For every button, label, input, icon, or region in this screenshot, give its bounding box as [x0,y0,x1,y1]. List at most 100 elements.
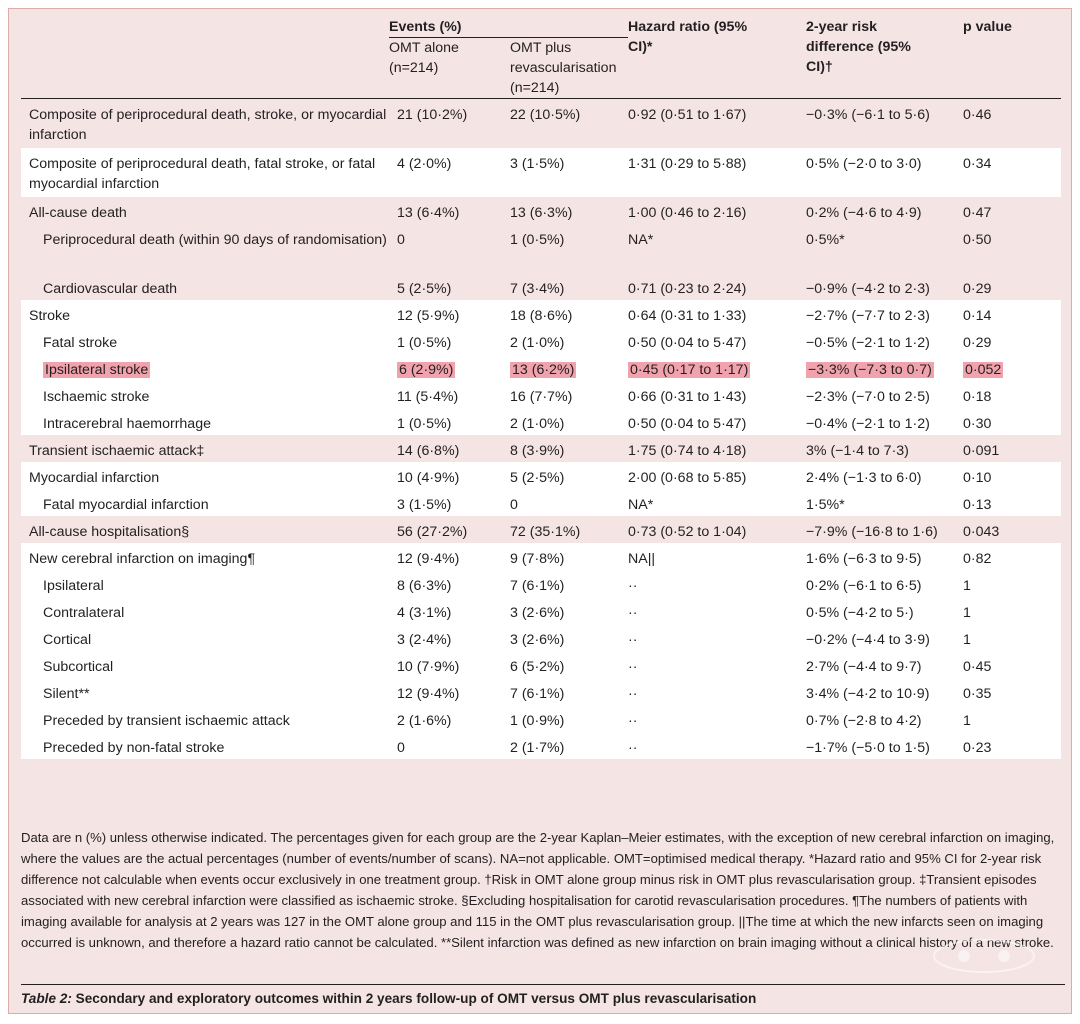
cell-rd: 0·5% (−4·2 to 5·) [788,596,963,624]
cell-label: Transient ischaemic attack‡ [21,434,389,462]
table-row: Composite of periprocedural death, strok… [21,98,1061,148]
table-row: Cardiovascular death 5 (2·5%) 7 (3·4%) 0·71… [21,272,1061,300]
cell-omt: 13 (6·4%) [389,196,502,224]
cell-text: Preceded by non-fatal stroke [43,739,225,756]
cell-omt: 1 (0·5%) [389,407,502,435]
cell-text: 16 (7·7%) [510,388,573,405]
cell-omt: 4 (2·0%) [389,147,502,197]
caption-text: Secondary and exploratory outcomes withi… [75,991,757,1006]
cell-omt: 3 (1·5%) [389,488,502,516]
cell-rd: 0·5%* [788,223,963,273]
cell-text: 0·50 (0·04 to 5·47) [628,334,747,351]
cell-text: 3% (−1·4 to 7·3) [806,442,909,459]
cell-rd: −3·3% (−7·3 to 0·7) [788,353,963,381]
cell-rd: 0·5% (−2·0 to 3·0) [788,147,963,197]
cell-omt: 12 (9·4%) [389,542,502,570]
cell-text: ·· [628,658,638,675]
cell-label: Cardiovascular death [21,272,389,300]
caption-label: Table 2: [21,991,72,1006]
cell-text: 0·14 [963,307,992,324]
cell-label: Cortical [21,623,389,651]
cell-text: 3 (2·4%) [397,631,452,648]
cell-omt: 0 [389,731,502,759]
cell-text: 7 (3·4%) [510,280,565,297]
cell-text: Cardiovascular death [43,280,178,297]
cell-text: 8 (6·3%) [397,577,452,594]
cell-text: ·· [628,604,638,621]
cell-rd: 0·2% (−4·6 to 4·9) [788,196,963,224]
cell-p: 0·47 [963,196,1061,224]
cell-text: Contralateral [43,604,125,621]
cell-text: 1 [963,631,971,648]
cell-text: Intracerebral haemorrhage [43,415,211,432]
cell-hr: 0·66 (0·31 to 1·43) [628,380,788,408]
cell-label: Fatal myocardial infarction [21,488,389,516]
cell-text: 1·6% (−6·3 to 9·5) [806,550,922,567]
cell-text: ·· [628,712,638,729]
cell-text: 12 (9·4%) [397,550,460,567]
cell-text: Ipsilateral [43,577,104,594]
cell-rd: −0·9% (−4·2 to 2·3) [788,272,963,300]
cell-omt: 12 (5·9%) [389,299,502,327]
cell-text: 2 (1·7%) [510,739,565,756]
cell-text: 1·00 (0·46 to 2·16) [628,204,747,221]
cell-plus: 9 (7·8%) [502,542,628,570]
cell-text: Silent** [43,685,90,702]
cell-text: 10 (4·9%) [397,469,460,486]
cell-text: 0·5% (−2·0 to 3·0) [806,155,922,172]
table-row: Transient ischaemic attack‡ 14 (6·8%) 8 (3… [21,434,1061,462]
cell-omt: 8 (6·3%) [389,569,502,597]
table-figure: Events (%) Hazard ratio (95% CI)* 2-year… [8,8,1072,1014]
cell-text: 5 (2·5%) [510,469,565,486]
cell-p: 0·50 [963,223,1061,273]
cell-text: Fatal myocardial infarction [43,496,209,513]
cell-omt: 12 (9·4%) [389,677,502,705]
cell-text: 7 (6·1%) [510,685,565,702]
cell-text: 5 (2·5%) [397,280,452,297]
cell-label: Ipsilateral stroke [21,353,389,381]
cell-plus: 13 (6·3%) [502,196,628,224]
cell-hr: 0·50 (0·04 to 5·47) [628,407,788,435]
cell-text: 0·2% (−6·1 to 6·5) [806,577,922,594]
cell-plus: 6 (5·2%) [502,650,628,678]
cell-hr: NA* [628,223,788,273]
cell-p: 1 [963,596,1061,624]
cell-label: Intracerebral haemorrhage [21,407,389,435]
cell-text: 18 (8·6%) [510,307,573,324]
cell-text: 1·5%* [806,496,845,513]
cell-text: −0·4% (−2·1 to 1·2) [806,415,930,432]
cell-omt: 0 [389,223,502,273]
cell-plus: 0 [502,488,628,516]
cell-plus: 72 (35·1%) [502,515,628,543]
cell-rd: 3·4% (−4·2 to 10·9) [788,677,963,705]
cell-plus: 1 (0·5%) [502,223,628,273]
cell-text: NA* [628,231,654,248]
cell-p: 0·052 [963,353,1061,381]
cell-p: 0·34 [963,147,1061,197]
cell-text: 0·043 [963,523,1000,540]
cell-label: All-cause hospitalisation§ [21,515,389,543]
header-events: Events (%) [389,17,628,38]
cell-text: 0·5%* [806,231,845,248]
cell-text: 12 (9·4%) [397,685,460,702]
cell-hr: ·· [628,650,788,678]
cell-text: NA* [628,496,654,513]
cell-text: 0·46 [963,107,992,123]
table-footnote: Data are n (%) unless otherwise indicate… [21,830,1055,950]
table-row: Intracerebral haemorrhage 1 (0·5%) 2 (1·0%… [21,407,1061,435]
cell-hr: 0·71 (0·23 to 2·24) [628,272,788,300]
cell-text: −1·7% (−5·0 to 1·5) [806,739,930,756]
cell-omt: 6 (2·9%) [389,353,502,381]
cell-text: 21 (10·2%) [397,107,468,123]
cell-text: 0·2% (−4·6 to 4·9) [806,204,922,221]
cell-p: 0·23 [963,731,1061,759]
cell-text: 0·82 [963,550,992,567]
cell-plus: 13 (6·2%) [502,353,628,381]
cell-text: 13 (6·4%) [397,204,460,221]
cell-text: 4 (3·1%) [397,604,452,621]
cell-label: Preceded by non-fatal stroke [21,731,389,759]
cell-text: 2·00 (0·68 to 5·85) [628,469,747,486]
cell-plus: 2 (1·7%) [502,731,628,759]
cell-text: 2·4% (−1·3 to 6·0) [806,469,922,486]
cell-text: −0·9% (−4·2 to 2·3) [806,280,930,297]
